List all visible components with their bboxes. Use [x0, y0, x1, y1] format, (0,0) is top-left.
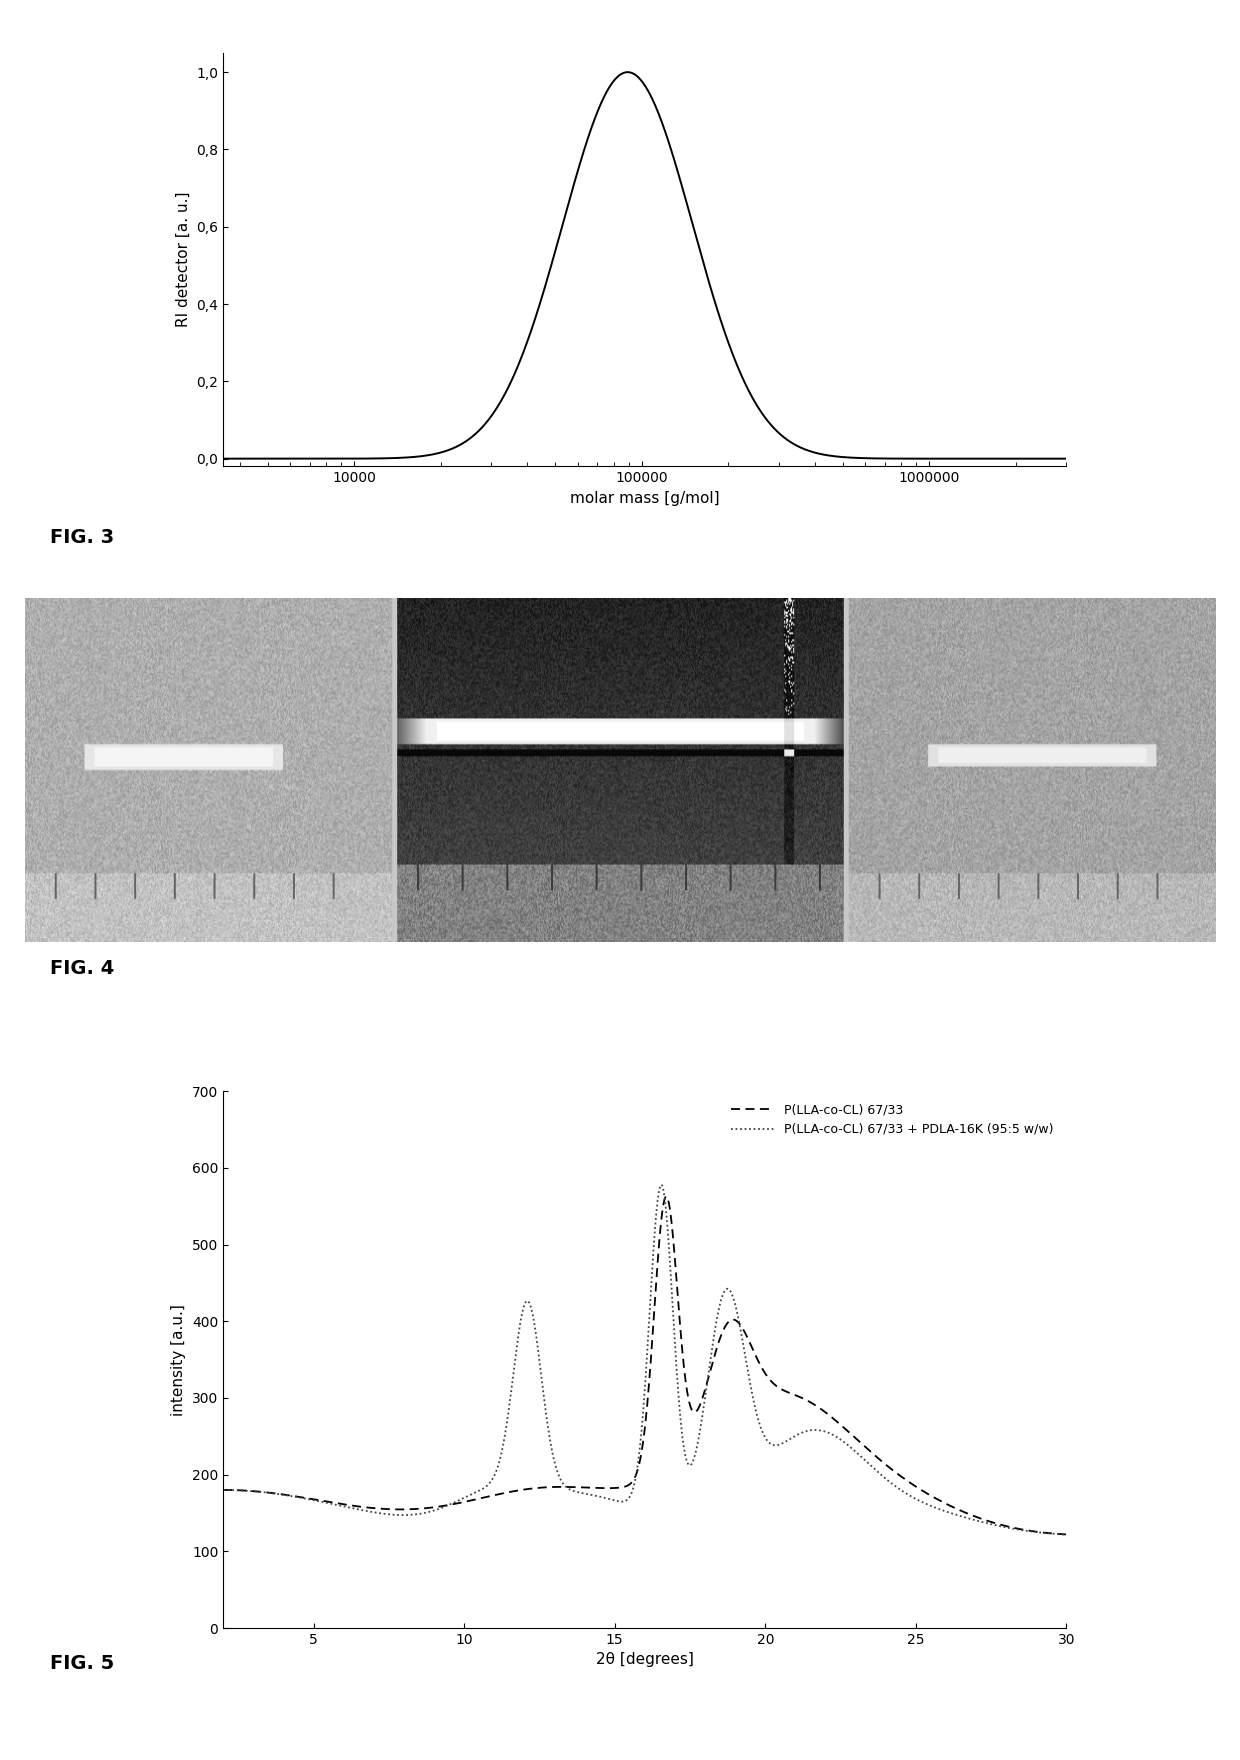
- Text: FIG. 3: FIG. 3: [50, 528, 114, 547]
- Legend: P(LLA-co-CL) 67/33, P(LLA-co-CL) 67/33 + PDLA-16K (95:5 w/w): P(LLA-co-CL) 67/33, P(LLA-co-CL) 67/33 +…: [724, 1098, 1060, 1142]
- P(LLA-co-CL) 67/33 + PDLA-16K (95:5 w/w): [880, 1470, 895, 1491]
- P(LLA-co-CL) 67/33: [880, 1456, 895, 1477]
- P(LLA-co-CL) 67/33 + PDLA-16K (95:5 w/w): [626, 1478, 641, 1500]
- P(LLA-co-CL) 67/33: [259, 1482, 274, 1503]
- Y-axis label: RI detector [a. u.]: RI detector [a. u.]: [176, 192, 191, 327]
- P(LLA-co-CL) 67/33: [626, 1470, 641, 1491]
- P(LLA-co-CL) 67/33: [1035, 1522, 1050, 1544]
- X-axis label: 2θ [degrees]: 2θ [degrees]: [596, 1653, 693, 1667]
- P(LLA-co-CL) 67/33 + PDLA-16K (95:5 w/w): [259, 1482, 274, 1503]
- P(LLA-co-CL) 67/33 + PDLA-16K (95:5 w/w): [604, 1489, 619, 1510]
- P(LLA-co-CL) 67/33: [216, 1480, 231, 1501]
- Text: FIG. 5: FIG. 5: [50, 1654, 114, 1674]
- Line: P(LLA-co-CL) 67/33: P(LLA-co-CL) 67/33: [223, 1197, 1066, 1535]
- Text: FIG. 4: FIG. 4: [50, 959, 114, 979]
- Line: P(LLA-co-CL) 67/33 + PDLA-16K (95:5 w/w): P(LLA-co-CL) 67/33 + PDLA-16K (95:5 w/w): [223, 1184, 1066, 1535]
- P(LLA-co-CL) 67/33 + PDLA-16K (95:5 w/w): [1034, 1522, 1049, 1544]
- P(LLA-co-CL) 67/33 + PDLA-16K (95:5 w/w): [216, 1480, 231, 1501]
- X-axis label: molar mass [g/mol]: molar mass [g/mol]: [570, 491, 719, 505]
- P(LLA-co-CL) 67/33: [604, 1478, 619, 1500]
- Y-axis label: intensity [a.u.]: intensity [a.u.]: [171, 1304, 186, 1415]
- P(LLA-co-CL) 67/33: [1034, 1522, 1049, 1544]
- P(LLA-co-CL) 67/33 + PDLA-16K (95:5 w/w): [1059, 1524, 1074, 1545]
- P(LLA-co-CL) 67/33: [658, 1186, 673, 1207]
- P(LLA-co-CL) 67/33: [1059, 1524, 1074, 1545]
- P(LLA-co-CL) 67/33 + PDLA-16K (95:5 w/w): [1035, 1522, 1050, 1544]
- P(LLA-co-CL) 67/33 + PDLA-16K (95:5 w/w): [653, 1174, 668, 1195]
